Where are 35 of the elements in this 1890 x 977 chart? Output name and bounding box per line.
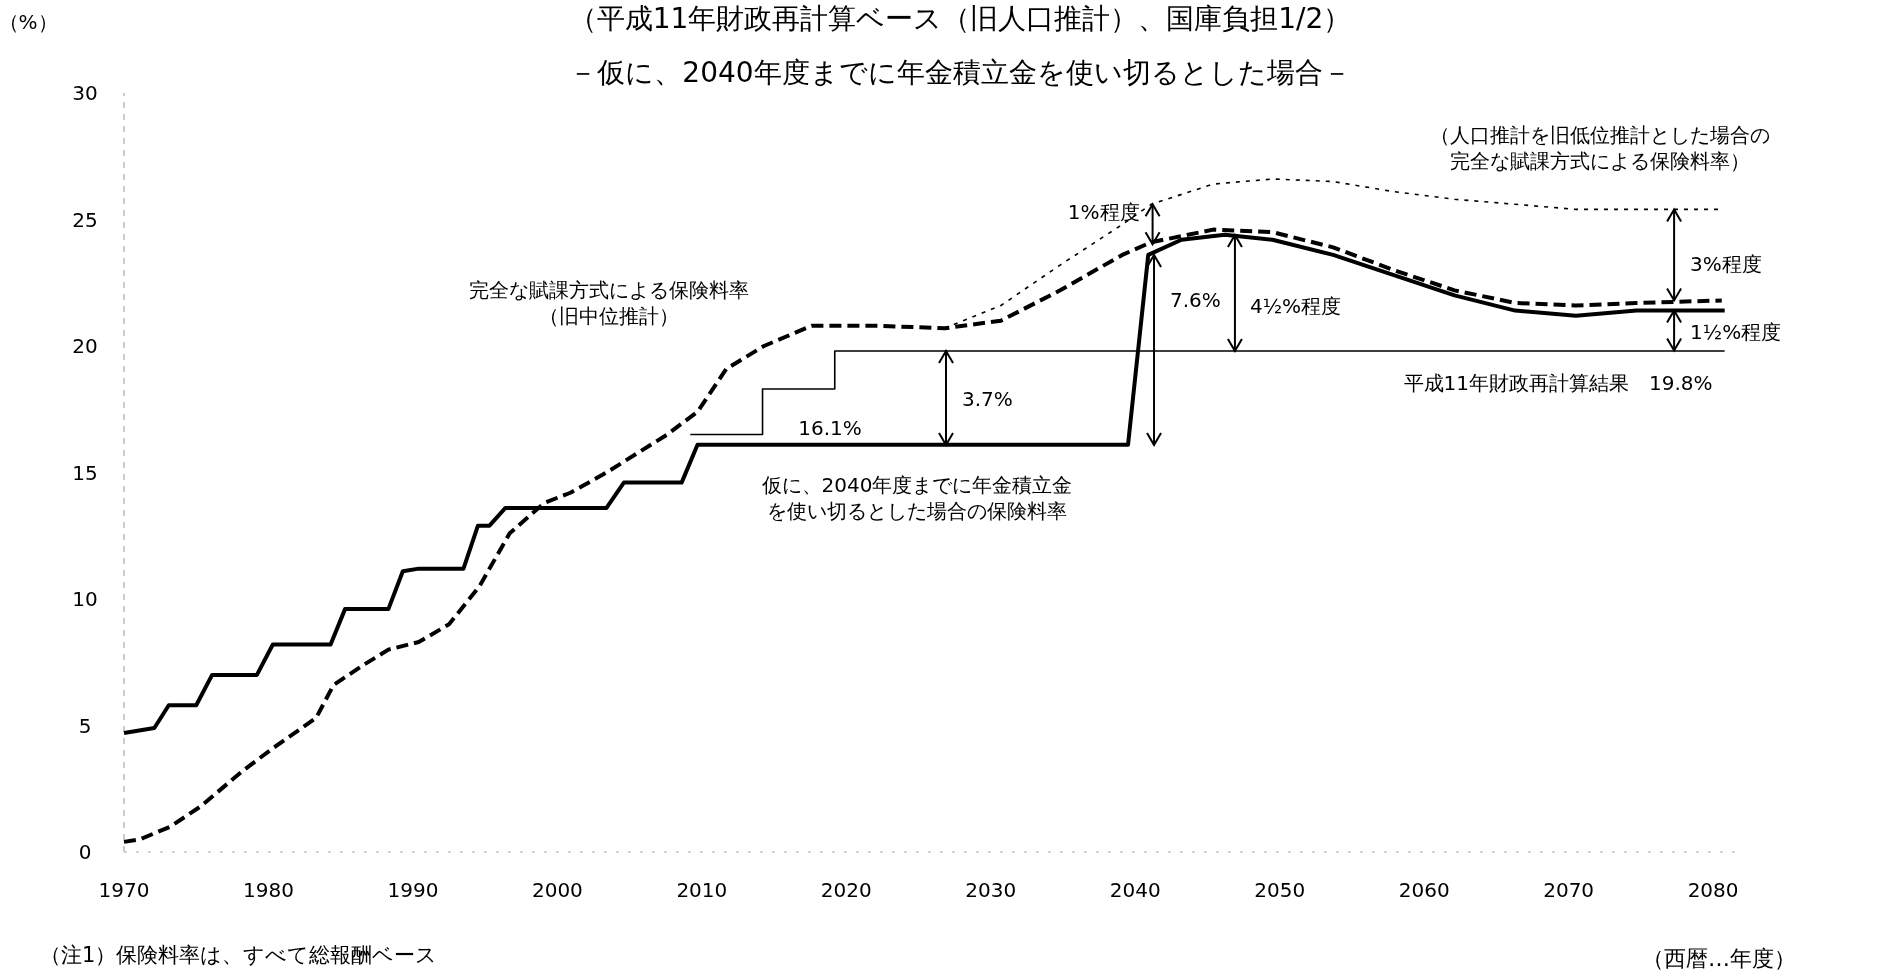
tick: 25 [72,207,98,232]
tick: 2080 [1687,878,1739,902]
annotation-text: 7.6% [1170,287,1221,312]
tick: 20 [72,334,98,358]
tick: 10 [72,587,98,611]
ylabel: （%） [0,10,58,34]
annotation: 16.1% [798,416,862,440]
annotation-text: 1½%程度 [1690,319,1782,344]
tick: 2060 [1398,878,1450,902]
annotation: （人口推計を旧低位推計とした場合の完全な賦課方式による保険料率） [1430,123,1770,173]
annotation-text: 3.7% [962,387,1013,412]
xlabel: （西暦…年度） [1642,945,1796,971]
annotation: 完全な賦課方式による保険料率（旧中位推計） [469,278,749,328]
tick: 2050 [1254,878,1306,902]
tick: 2010 [676,878,728,902]
annotation: 平成11年財政再計算結果 19.8% [1403,371,1713,395]
tick: 2030 [965,878,1017,902]
tick: 2040 [1109,878,1161,902]
tick: 15 [72,460,98,485]
annotation-text: 1%程度 [1067,200,1140,225]
subtitle: －仮に、2040年度までに年金積立金を使い切るとした場合－ [569,55,1351,89]
annotation-text: 4½%程度 [1249,294,1342,319]
tick: 1970 [98,878,150,902]
title: （平成11年財政再計算ベース（旧人口推計）、国庫負担1/2） [568,1,1352,35]
tick: 2020 [820,878,872,902]
tick: 2000 [531,878,583,902]
tick: 5 [78,713,92,738]
tick: 1980 [243,878,294,902]
tick: 1990 [387,878,439,902]
annotation: （注1）保険料率は、すべて総報酬ベース [40,943,438,967]
tick: 2070 [1543,878,1595,902]
tick: 0 [78,840,92,864]
tick: 30 [72,81,98,105]
annotation: 仮に、2040年度までに年金積立金を使い切るとした場合の保険料率 [761,473,1073,523]
annotation-text: 3%程度 [1690,252,1762,277]
